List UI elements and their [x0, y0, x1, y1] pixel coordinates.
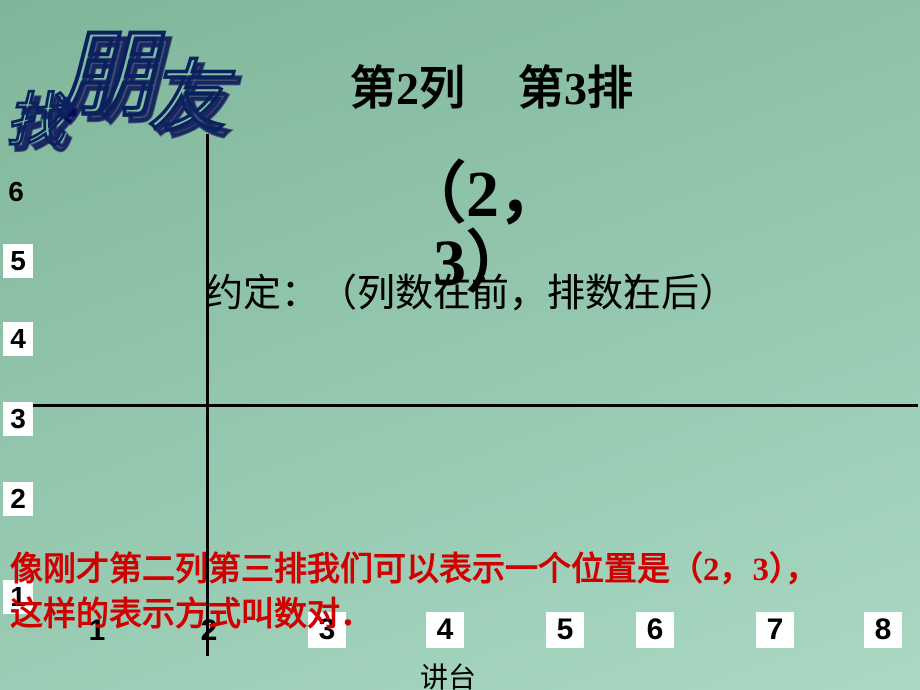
heading-row: 第3排: [518, 63, 633, 114]
red-note-line1: 像刚才第二列第三排我们可以表示一个位置是（2，3），: [10, 548, 819, 593]
grid-horizontal-line: [24, 404, 918, 407]
y-label-4: 4: [3, 322, 33, 356]
rule-prefix: 约定：: [205, 273, 319, 315]
wordart-title: 找朋友找朋友: [6, 34, 226, 130]
y-label-2: 2: [3, 482, 33, 516]
podium-label: 讲台: [420, 656, 476, 690]
x-label-8: 8: [864, 612, 902, 648]
slide-root: 找朋友找朋友 第2列 第3排 （2， 3） 约定： （列数在前，排数） （列数在…: [0, 0, 920, 690]
ordered-pair-line1: （2，: [400, 160, 565, 229]
rule-body-a: （列数在前，: [319, 273, 547, 315]
rule-body-b: 排数在后）: [547, 273, 737, 315]
red-note-line2: 这样的表示方式叫数对．: [10, 593, 819, 638]
column-row-heading: 第2列 第3排: [350, 52, 633, 118]
y-label-3: 3: [3, 402, 33, 436]
red-note: 像刚才第二列第三排我们可以表示一个位置是（2，3）， 这样的表示方式叫数对．: [10, 548, 819, 637]
y-label-6: 6: [3, 176, 29, 208]
rule-text: 约定： （列数在前，排数） （列数在前，排数在后）: [205, 262, 737, 317]
heading-col: 第2列: [350, 63, 465, 114]
y-label-5: 5: [3, 244, 33, 278]
podium-text: 讲台: [420, 663, 476, 690]
